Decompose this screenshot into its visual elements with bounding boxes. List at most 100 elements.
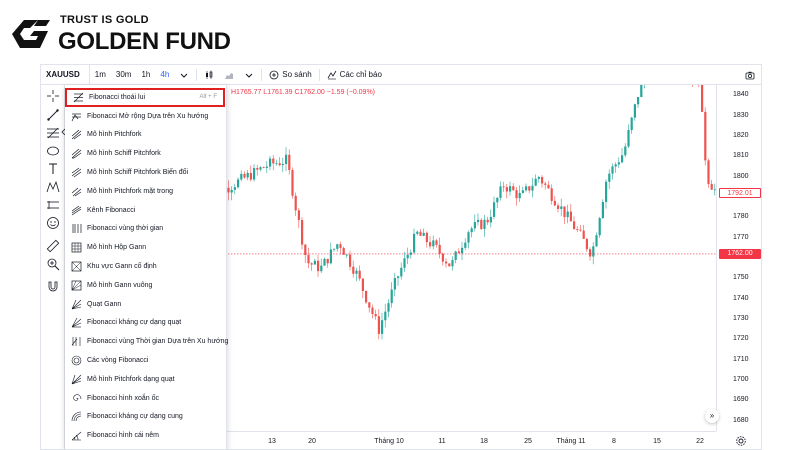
compare-button[interactable]: So sánh xyxy=(264,65,316,85)
candle-body xyxy=(576,229,579,230)
menu-item-fib-arcs[interactable]: Fibonacci kháng cự dạng cung xyxy=(65,408,227,427)
modified-schiff-icon xyxy=(71,167,82,178)
candle-body xyxy=(521,190,524,193)
shapes-icon[interactable] xyxy=(46,144,60,158)
candle-body xyxy=(393,278,396,290)
interval-1h-button[interactable]: 1h xyxy=(141,70,151,79)
candle-body xyxy=(358,270,361,279)
candle-body xyxy=(707,160,710,184)
menu-item-fib-spiral[interactable]: Fibonacci hình xoắn ốc xyxy=(65,389,227,408)
screenshot-button[interactable] xyxy=(740,65,761,85)
scroll-to-realtime-button[interactable]: » xyxy=(705,409,719,423)
candle-body xyxy=(249,172,252,180)
time-axis[interactable]: 13 20 Tháng 10 11 18 25 Tháng 11 8 15 22 xyxy=(66,431,716,449)
fib-channel-icon xyxy=(71,205,82,215)
candle-body xyxy=(240,173,243,180)
time-tick-label: 25 xyxy=(524,438,532,445)
crosshair-icon[interactable] xyxy=(46,89,60,103)
menu-item-fib-retracement[interactable]: Fibonacci thoái lui Alt + F xyxy=(65,88,225,107)
indicators-button[interactable]: Các chỉ báo xyxy=(322,65,387,85)
menu-item-fib-wedge[interactable]: Fibonacci hình cái nêm xyxy=(65,426,227,445)
menu-item-modified-schiff[interactable]: Mô hình Schiff Pitchfork Biến đổi xyxy=(65,163,227,182)
menu-item-gann-box[interactable]: Mô hình Hộp Gann xyxy=(65,238,227,257)
candle-body xyxy=(512,186,515,191)
candle-body xyxy=(464,242,467,248)
fib-spiral-icon xyxy=(73,393,82,401)
chart-type-chevron-icon[interactable] xyxy=(239,65,259,85)
magnet-icon[interactable] xyxy=(46,279,60,293)
prediction-icon[interactable] xyxy=(46,198,60,212)
bar-style-button[interactable] xyxy=(199,65,219,85)
interval-30m-button[interactable]: 30m xyxy=(115,70,132,79)
candle-body xyxy=(569,211,572,222)
candle-body xyxy=(608,173,611,182)
candle-body xyxy=(493,202,496,217)
symbol-search-button[interactable]: XAUUSD xyxy=(41,65,90,85)
interval-1m-button[interactable]: 1m xyxy=(94,70,106,79)
candle-body xyxy=(262,167,265,169)
time-tick-label: 20 xyxy=(308,438,316,445)
candle-body xyxy=(541,177,544,184)
indicators-icon xyxy=(327,70,336,79)
candle-body xyxy=(585,238,588,250)
menu-item-pitchfan[interactable]: Mô hình Pitchfork dạng quạt xyxy=(65,370,227,389)
ruler-icon[interactable] xyxy=(46,239,60,253)
price-tick-label: 1810 xyxy=(733,152,749,160)
menu-item-gann-square[interactable]: Mô hình Gann vuông xyxy=(65,276,227,295)
menu-item-fib-extension[interactable]: Fibonacci Mở rộng Dựa trên Xu hướng xyxy=(65,107,227,126)
candle-body xyxy=(550,188,553,201)
indicators-label: Các chỉ báo xyxy=(339,70,382,79)
expand-chevron-icon[interactable] xyxy=(61,128,66,136)
menu-item-pitchfork[interactable]: Mô hình Pitchfork xyxy=(65,126,227,145)
inside-pitchfork-icon xyxy=(71,187,82,197)
candle-body xyxy=(336,244,339,249)
trend-line-icon[interactable] xyxy=(46,108,60,122)
emoji-icon[interactable] xyxy=(46,216,60,230)
candle-body xyxy=(269,158,272,167)
interval-4h-button[interactable]: 4h xyxy=(160,70,170,79)
menu-item-hotkey: Alt + F xyxy=(199,94,217,101)
menu-item-fib-fan[interactable]: Fibonacci kháng cự dạng quạt xyxy=(65,314,227,333)
candle-body xyxy=(387,303,390,312)
menu-item-fib-circles[interactable]: Các vòng Fibonacci xyxy=(65,351,227,370)
menu-item-label: Fibonacci Mở rộng Dựa trên Xu hướng xyxy=(87,112,209,120)
menu-item-inside-pitchfork[interactable]: Mô hình Pitchfork mặt trong xyxy=(65,182,227,201)
zoom-in-icon[interactable] xyxy=(46,257,60,271)
candle-body xyxy=(352,266,355,274)
candle-body xyxy=(237,179,240,188)
patterns-icon[interactable] xyxy=(46,180,60,194)
menu-item-trend-fib-time[interactable]: Fibonacci vùng Thời gian Dựa trên Xu hướ… xyxy=(65,332,229,351)
price-tick-label: 1710 xyxy=(733,355,749,363)
interval-dropdown-chevron-icon[interactable] xyxy=(174,65,194,85)
text-tool-icon[interactable] xyxy=(46,162,60,176)
menu-item-schiff-pitchfork[interactable]: Mô hình Schiff Pitchfork xyxy=(65,144,227,163)
candle-body xyxy=(627,130,630,147)
candle-body xyxy=(496,197,499,203)
menu-item-label: Fibonacci vùng Thời gian Dựa trên Xu hướ… xyxy=(87,338,229,346)
candle-body xyxy=(509,186,512,192)
menu-item-fib-timezone[interactable]: Fibonacci vùng thời gian xyxy=(65,220,227,239)
menu-item-gann-square-fixed[interactable]: Khu vực Gann cố định xyxy=(65,257,227,276)
menu-item-label: Mô hình Gann vuông xyxy=(87,281,153,289)
time-tick-label: 15 xyxy=(653,438,661,445)
candle-body xyxy=(342,247,345,255)
menu-item-label: Mô hình Pitchfork mặt trong xyxy=(87,187,173,195)
fib-tools-icon[interactable] xyxy=(46,126,60,140)
candle-body xyxy=(281,164,284,166)
candle-body xyxy=(505,187,508,192)
candle-body xyxy=(515,190,518,199)
fib-arcs-icon xyxy=(71,412,82,422)
menu-item-gann-fan[interactable]: Quạt Gann xyxy=(65,295,227,314)
candle-body xyxy=(525,186,528,191)
price-axis[interactable]: 1840183018201810180017901780177017601750… xyxy=(716,85,761,431)
fib-tools-dropdown: Fibonacci thoái lui Alt + F Fibonacci Mở r… xyxy=(65,85,229,449)
area-style-button[interactable] xyxy=(219,65,239,85)
time-tick-label: 11 xyxy=(438,438,446,445)
menu-item-fib-channel[interactable]: Kênh Fibonacci xyxy=(65,201,227,220)
candle-body xyxy=(400,267,403,277)
chart-settings-gear-icon[interactable] xyxy=(735,435,747,447)
candle-body xyxy=(544,183,547,185)
current-price-tag: 1762.00 xyxy=(719,248,761,259)
menu-item-label: Quạt Gann xyxy=(87,300,122,308)
candle-body xyxy=(557,205,560,209)
